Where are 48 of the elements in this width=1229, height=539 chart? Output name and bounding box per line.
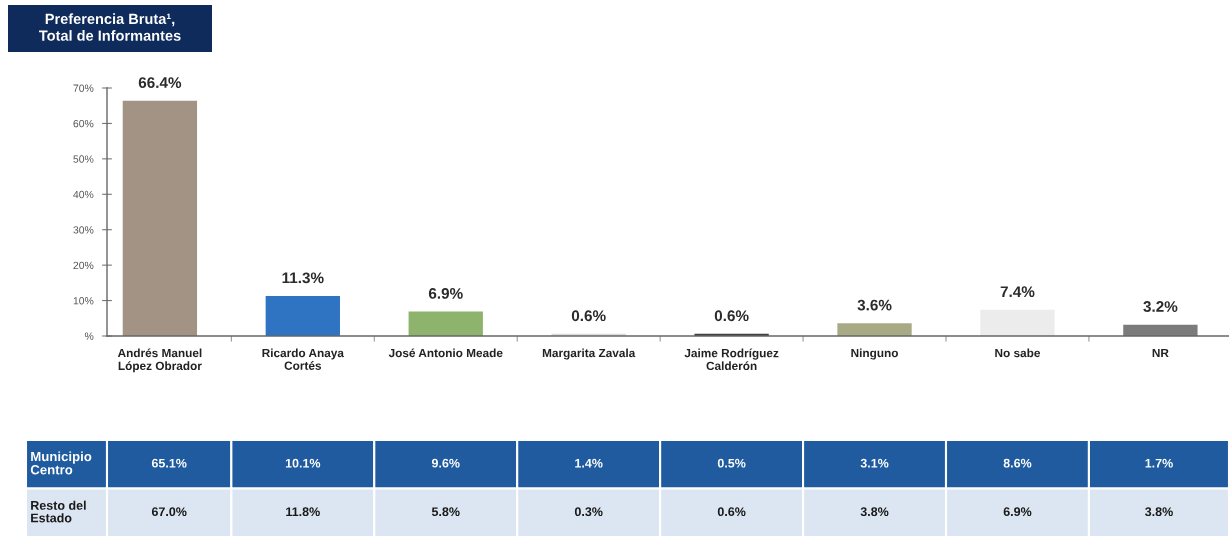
data-label: 0.6% bbox=[571, 310, 606, 322]
data-label: 11.8% bbox=[286, 507, 320, 517]
data-label: 67.0% bbox=[151, 507, 187, 517]
x-tick-label: NR bbox=[1152, 348, 1169, 358]
bar bbox=[980, 309, 1055, 336]
chart-title: Preferencia Bruta¹, Total de Informantes bbox=[39, 13, 181, 41]
data-label: 3.8% bbox=[860, 507, 889, 517]
x-tick-label: Margarita Zavala bbox=[542, 348, 636, 360]
y-tick-label: 30% bbox=[73, 226, 94, 234]
x-tick-label: Ricardo Anaya Cortés bbox=[262, 348, 344, 370]
y-tick-label: 10% bbox=[73, 297, 94, 305]
data-label: 0.6% bbox=[717, 507, 746, 517]
data-label: 66.4% bbox=[138, 77, 182, 89]
bar bbox=[122, 100, 198, 336]
x-tick-label: José Antonio Meade bbox=[388, 348, 503, 358]
data-label: 6.9% bbox=[428, 287, 463, 299]
data-label: 3.8% bbox=[1145, 507, 1173, 517]
bar bbox=[265, 295, 340, 336]
data-label: 1.4% bbox=[575, 458, 603, 468]
x-tick-label: Andrés Manuel López Obrador bbox=[117, 348, 202, 373]
y-tick-label: 50% bbox=[73, 155, 94, 163]
data-label: 1.7% bbox=[1145, 458, 1173, 468]
bar bbox=[837, 323, 912, 336]
y-tick-label: 40% bbox=[73, 190, 94, 199]
data-label: 0.6% bbox=[714, 310, 749, 322]
data-label: 11.3% bbox=[282, 272, 324, 284]
x-tick-label: No sabe bbox=[995, 348, 1041, 358]
x-tick-label: Ninguno bbox=[851, 348, 898, 360]
y-tick-label: 60% bbox=[73, 119, 94, 128]
data-label: 5.8% bbox=[431, 507, 460, 517]
data-label: 65.1% bbox=[151, 458, 187, 468]
data-label: 3.6% bbox=[857, 299, 892, 311]
bar bbox=[408, 311, 483, 336]
data-label: 6.9% bbox=[1003, 507, 1032, 517]
data-label: 10.1% bbox=[285, 458, 321, 468]
x-tick-label: Jaime Rodríguez Calderón bbox=[684, 348, 779, 371]
y-tick-label: 20% bbox=[73, 261, 94, 270]
y-tick-label: Resto del Estado bbox=[31, 500, 86, 523]
y-tick-label: Municipio Centro bbox=[30, 451, 92, 475]
data-label: 8.6% bbox=[1003, 458, 1032, 468]
data-label: 9.6% bbox=[431, 458, 460, 468]
y-tick-label: 70% bbox=[73, 84, 94, 92]
data-label: 3.2% bbox=[1143, 301, 1178, 312]
data-label: 7.4% bbox=[1000, 286, 1035, 298]
data-label: 0.5% bbox=[717, 458, 746, 468]
data-label: 0.3% bbox=[574, 507, 603, 517]
y-tick-label: % bbox=[84, 332, 94, 340]
data-label: 3.1% bbox=[860, 458, 889, 468]
